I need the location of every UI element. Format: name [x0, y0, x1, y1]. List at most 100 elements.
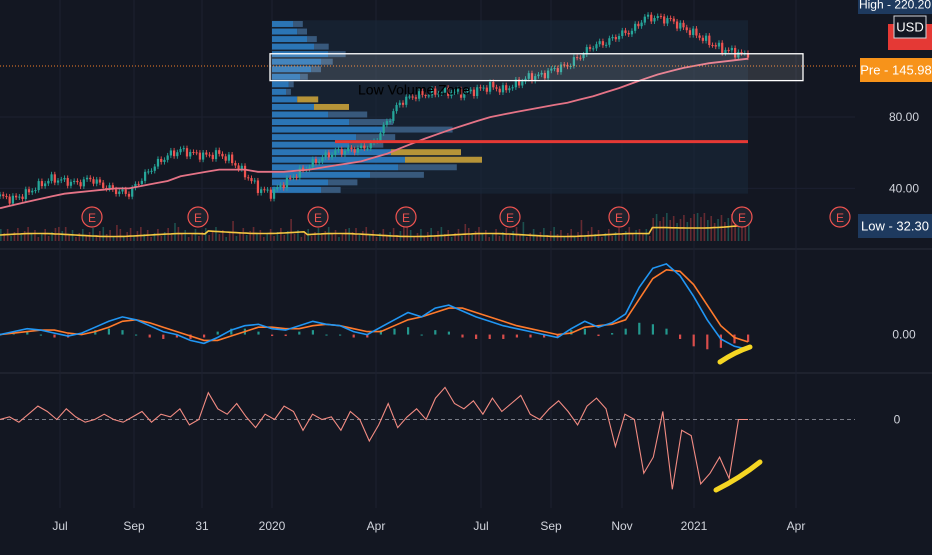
volume-bar	[536, 236, 538, 241]
volume-bar	[75, 237, 77, 241]
high-badge: High - 220.20	[858, 0, 932, 14]
volume-bar	[232, 221, 234, 241]
macd-histogram-bar	[447, 331, 450, 335]
price-axis-tick: 80.00	[889, 110, 919, 124]
macd-histogram-bar	[583, 328, 586, 335]
macd-histogram-bar	[257, 331, 260, 335]
candle-body	[224, 156, 227, 161]
volume-bar	[491, 233, 494, 241]
candle-body	[634, 23, 637, 31]
candle-body	[575, 57, 579, 59]
candle-body	[247, 177, 250, 179]
candle-body	[85, 177, 89, 180]
earnings-circle	[499, 206, 521, 228]
candle-body	[447, 87, 450, 96]
candle-body	[256, 180, 260, 193]
volume-bar	[471, 235, 473, 241]
candle-body	[272, 189, 276, 199]
macd-histogram-bar	[407, 327, 410, 335]
candle-body	[476, 87, 479, 97]
volume-bar	[481, 234, 484, 241]
macd-histogram-bar	[556, 334, 559, 338]
candle-body	[711, 45, 714, 47]
volume-bar	[368, 234, 371, 241]
candle-body	[550, 68, 553, 71]
volume-bar	[297, 230, 299, 241]
candle-body	[240, 165, 243, 170]
candle-body	[195, 152, 198, 154]
earnings-label: E	[836, 211, 844, 225]
macd-histogram-bar	[339, 334, 342, 336]
candle-body	[508, 88, 511, 91]
currency-badge-bg	[894, 16, 926, 38]
candle-body	[675, 21, 679, 29]
candle-body	[582, 54, 585, 59]
earnings-circle	[829, 206, 851, 228]
macd-histogram-bar	[529, 334, 532, 338]
candle-body	[424, 94, 427, 96]
macd-histogram-bar	[665, 328, 668, 335]
candle-body	[588, 47, 592, 49]
candle-body	[463, 91, 466, 98]
earnings-circle	[307, 206, 329, 228]
candle-body	[143, 171, 147, 181]
currency-badge: USD	[894, 16, 926, 38]
volume-bar	[40, 233, 43, 241]
volume-bar	[659, 221, 661, 241]
x-axis-tick: Jul	[473, 519, 488, 533]
volume-bar	[645, 229, 648, 241]
candle-body	[698, 35, 701, 38]
volume-bar	[208, 235, 210, 241]
volume-bar	[406, 226, 409, 241]
volume-bar	[604, 233, 607, 241]
volume-bar	[669, 220, 672, 241]
volume-bar	[525, 237, 528, 241]
volume-bar	[730, 214, 733, 241]
candle-body	[211, 154, 214, 160]
volume-bar	[573, 236, 576, 241]
candle-body	[414, 97, 418, 99]
volume-bar	[580, 220, 583, 241]
volume-bar	[191, 233, 193, 241]
candle-body	[421, 91, 424, 95]
candle-body	[118, 191, 121, 194]
x-axis-tick: Apr	[787, 519, 806, 533]
volume-bar	[737, 217, 740, 241]
volume-profile-bar	[272, 186, 321, 193]
candle-body	[669, 18, 672, 20]
candle-body	[201, 152, 205, 160]
volume-bar	[403, 227, 405, 241]
candle-body	[298, 167, 301, 178]
candle-body	[453, 91, 456, 93]
earnings-circle	[81, 206, 103, 228]
candle-body	[205, 152, 208, 155]
macd-histogram-bar	[107, 328, 110, 335]
candle-body	[737, 51, 740, 58]
volume-bar	[95, 235, 98, 241]
candle-body	[408, 96, 411, 98]
volume-profile-bar-extra	[297, 96, 319, 103]
candle-body	[653, 18, 656, 22]
volume-bar	[375, 237, 378, 241]
candle-body	[318, 161, 321, 163]
volume-bar	[543, 228, 545, 241]
candle-body	[553, 68, 556, 70]
macd-histogram-bar	[747, 334, 750, 342]
candle-body	[418, 91, 421, 99]
pre-badge: Pre - 145.98	[860, 58, 932, 82]
candle-body	[60, 179, 63, 181]
low-volume-zone-box	[269, 53, 804, 82]
volume-bar	[601, 237, 603, 241]
high-badge-text: High - 220.20	[859, 0, 931, 12]
volume-bar	[85, 236, 87, 241]
volume-bar	[519, 234, 521, 241]
volume-bar	[174, 223, 176, 241]
volume-bar	[744, 220, 747, 241]
candle-body	[308, 167, 311, 170]
candle-body	[276, 187, 279, 190]
volume-bar	[409, 230, 412, 241]
candle-body	[131, 187, 134, 197]
earnings-marker: E	[731, 206, 753, 228]
